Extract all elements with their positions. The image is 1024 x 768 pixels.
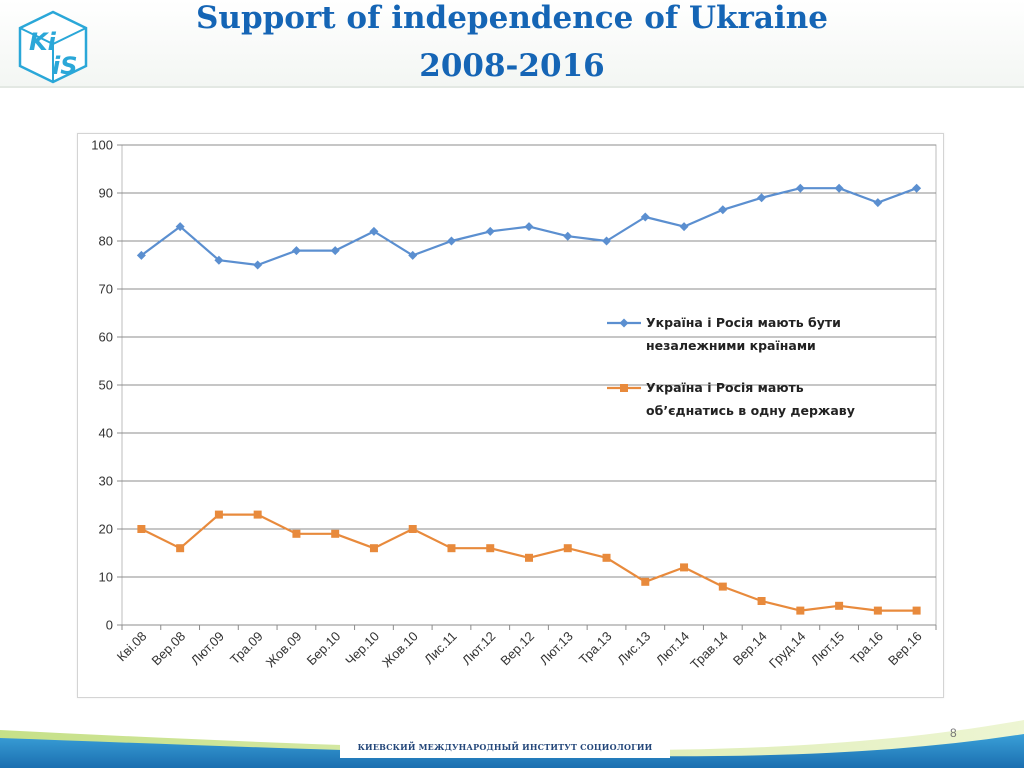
data-point-s1 [563,231,573,241]
data-point-s1 [912,183,922,193]
page-title: Support of independence of Ukraine [196,0,828,36]
data-point-s1 [718,205,728,215]
data-point-s1 [369,226,379,236]
x-tick-label: Лис.11 [421,629,459,667]
y-tick-label: 30 [99,474,113,489]
svg-text:Ki: Ki [29,28,57,56]
data-point-s1 [253,260,263,270]
x-tick-label: Вер.14 [730,629,770,669]
legend-marker-2 [620,384,628,392]
x-tick-label: Лют.14 [653,629,692,668]
y-tick-label: 20 [99,522,113,537]
legend-label-1: незалежними країнами [646,338,816,353]
line-chart: 0 10 20 30 40 50 60 70 80 90 100 Кві.08 Вер.08 Лют.09… [91,138,937,673]
y-tick-label: 10 [99,570,113,585]
chart-frame: 0 10 20 30 40 50 60 70 80 90 100 Кві.08 Вер.08 Лют.09… [77,133,944,698]
data-point-s2 [137,525,146,533]
data-point-s1 [214,255,224,265]
data-point-s1 [446,236,456,246]
data-point-s2 [718,582,727,591]
data-point-s2 [563,544,572,553]
data-point-s1 [873,198,883,208]
header-band [0,0,1024,88]
data-point-s2 [176,544,185,553]
data-point-s2 [525,553,533,562]
x-tick-label: Жов.09 [263,629,305,671]
data-point-s2 [408,525,417,533]
y-tick-label: 90 [99,186,113,201]
data-point-s1 [795,183,805,193]
x-tick-label: Тра.09 [227,629,266,668]
data-point-s2 [486,544,495,553]
data-point-s1 [834,183,844,193]
data-point-s2 [253,510,262,519]
x-tick-label: Лис.13 [614,629,653,668]
legend-label-1: Україна і Росія мають бути [646,315,841,330]
y-tick-label: 70 [99,282,113,297]
data-point-s2 [292,529,301,538]
data-point-s1 [679,222,689,232]
x-tick-label: Тра.16 [847,629,886,668]
x-tick-label: Чер.10 [342,629,382,669]
x-tick-label: Вер.12 [497,629,537,669]
svg-text:iS: iS [52,52,78,80]
data-point-s2 [873,606,882,615]
data-point-s2 [447,544,456,553]
legend-label-2: Україна і Росія мають [646,380,804,395]
data-point-s2 [602,553,611,562]
x-tick-label: Вер.08 [149,629,189,669]
data-point-s2 [369,544,378,553]
x-tick-label: Трав.14 [687,629,731,673]
x-tick-label: Вер.16 [885,629,925,669]
x-tick-label: Груд.14 [766,629,809,672]
y-tick-label: 40 [99,426,113,441]
data-point-s2 [641,577,650,586]
data-point-s1 [524,222,534,232]
x-tick-label: Лют.13 [537,629,576,668]
data-point-s2 [680,563,689,572]
data-point-s2 [796,606,805,615]
x-tick-label: Лют.12 [459,629,498,668]
legend-marker-1 [619,318,629,328]
kiis-logo: Ki iS [18,10,88,84]
x-tick-label: Тра.13 [576,629,615,668]
data-point-s2 [912,606,921,615]
data-point-s1 [291,246,301,256]
data-point-s1 [136,250,146,260]
data-point-s2 [757,597,766,605]
data-point-s1 [330,246,340,256]
data-point-s1 [175,222,185,232]
y-tick-label: 50 [99,378,113,393]
x-tick-label: Лют.15 [808,629,847,668]
data-point-s1 [408,250,418,260]
footer-wave [0,720,1024,768]
legend-label-2: об’єднатись в одну державу [646,403,855,418]
y-tick-label: 80 [99,234,113,249]
y-tick-label: 0 [106,618,113,633]
x-tick-label: Кві.08 [114,629,150,665]
x-tick-label: Бер.10 [304,629,344,669]
page-number: 8 [950,726,957,740]
data-point-s1 [757,193,767,203]
data-point-s2 [331,529,340,538]
data-point-s2 [835,601,844,610]
data-point-s2 [214,510,223,519]
footer-institute: КИЕВСКИЙ МЕЖДУНАРОДНЫЙ ИНСТИТУТ СОЦИОЛОГ… [340,736,670,758]
x-tick-label: Жов.10 [379,629,421,671]
x-tick-label: Лют.09 [188,629,227,668]
y-tick-label: 100 [91,138,113,153]
y-tick-label: 60 [99,330,113,345]
data-point-s1 [640,212,650,222]
data-point-s1 [602,236,612,246]
page-subtitle: 2008-2016 [419,48,605,84]
data-point-s1 [485,226,495,236]
